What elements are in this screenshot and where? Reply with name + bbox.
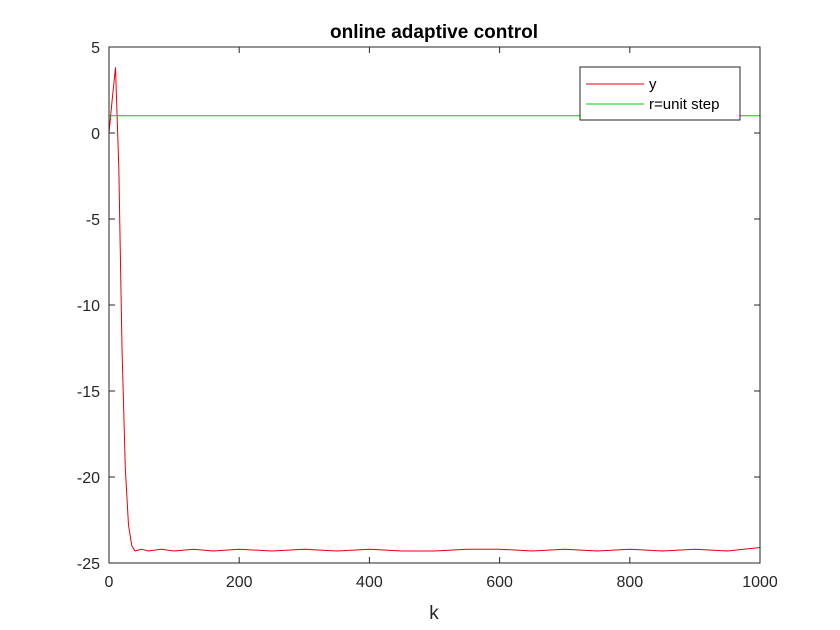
y-tick-label: 0: [91, 126, 100, 143]
x-tick-label: 0: [105, 574, 114, 591]
x-tick-label: 600: [486, 574, 513, 591]
x-tick-label: 1000: [742, 574, 778, 591]
tick-layer: 0 200 400 600 800 1000 5 0 -5 -10 -15 -20 -25: [77, 40, 778, 591]
plot-area: [109, 47, 760, 563]
x-tick-label: 200: [226, 574, 253, 591]
chart-title: online adaptive control: [330, 22, 538, 43]
y-tick-label: -10: [77, 298, 100, 315]
y-tick-label: -5: [86, 212, 100, 229]
y-tick-label: 5: [91, 40, 100, 57]
legend: y r=unit step: [579, 66, 741, 121]
x-axis-label: k: [429, 603, 439, 624]
y-tick-label: -20: [77, 470, 100, 487]
legend-label-r: r=unit step: [649, 96, 719, 113]
series-line-y: [108, 67, 761, 552]
x-tick-label: 800: [616, 574, 643, 591]
y-tick-label: -15: [77, 384, 100, 401]
legend-box: [579, 66, 741, 121]
x-tick-label: 400: [356, 574, 383, 591]
y-tick-label: -25: [77, 556, 100, 573]
legend-label-y: y: [649, 76, 657, 93]
